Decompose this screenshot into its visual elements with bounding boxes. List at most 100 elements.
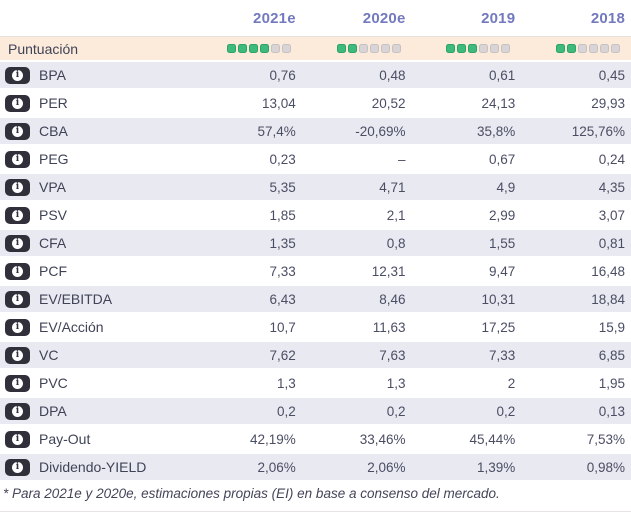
score-dot-filled bbox=[567, 44, 576, 53]
info-icon-glyph: i bbox=[12, 377, 23, 389]
info-icon[interactable]: i bbox=[5, 94, 30, 112]
cell-value: 0,8 bbox=[386, 235, 406, 251]
score-dot-filled bbox=[457, 44, 467, 53]
cell-value: 7,53% bbox=[586, 431, 625, 447]
info-icon[interactable]: i bbox=[5, 290, 30, 308]
cell-value: 45,44% bbox=[469, 431, 516, 447]
info-icon[interactable]: i bbox=[5, 150, 30, 168]
info-icon[interactable]: i bbox=[5, 262, 30, 280]
info-icon[interactable]: i bbox=[5, 402, 30, 420]
table-row: i Dividendo-YIELD 2,06% 2,06% 1,39% 0,98… bbox=[0, 454, 631, 480]
info-icon-glyph: i bbox=[12, 69, 23, 81]
table-row: i DPA 0,2 0,2 0,2 0,13 bbox=[0, 398, 631, 424]
score-dot-empty bbox=[578, 44, 587, 53]
metric-label-cell: i EV/EBITDA bbox=[0, 290, 186, 308]
column-header-2019: 2019 bbox=[481, 9, 516, 27]
cell-value: 3,07 bbox=[598, 207, 625, 223]
score-dots bbox=[406, 44, 516, 53]
row-label: CFA bbox=[39, 235, 67, 251]
cell-value: 1,35 bbox=[269, 235, 296, 251]
score-dot-empty bbox=[369, 44, 379, 53]
info-icon-glyph: i bbox=[12, 125, 23, 137]
cell-value: 8,46 bbox=[379, 291, 406, 307]
column-header-2021e: 2021e bbox=[253, 9, 296, 27]
score-dot-filled bbox=[468, 44, 478, 53]
cell-value: 5,35 bbox=[269, 179, 296, 195]
cell-value: 0,13 bbox=[598, 403, 625, 419]
row-label: BPA bbox=[39, 67, 66, 83]
score-dot-empty bbox=[380, 44, 390, 53]
metric-label-cell: i EV/Acción bbox=[0, 318, 186, 336]
info-icon-glyph: i bbox=[12, 181, 23, 193]
info-icon-glyph: i bbox=[12, 321, 23, 333]
score-dot-filled bbox=[248, 44, 258, 53]
info-icon[interactable]: i bbox=[5, 430, 30, 448]
cell-value: 1,3 bbox=[276, 375, 296, 391]
info-icon[interactable]: i bbox=[5, 234, 30, 252]
score-dot-filled bbox=[556, 44, 565, 53]
metric-label-cell: i BPA bbox=[0, 66, 186, 84]
score-dot-empty bbox=[281, 44, 291, 53]
cell-value: 18,84 bbox=[591, 291, 625, 307]
metric-label-cell: i PSV bbox=[0, 206, 186, 224]
cell-value: 1,39% bbox=[476, 459, 516, 475]
cell-value: 11,63 bbox=[372, 319, 406, 335]
score-dot-empty bbox=[391, 44, 401, 53]
cell-value: 1,55 bbox=[488, 235, 516, 251]
metric-label-cell: i DPA bbox=[0, 402, 186, 420]
cell-value: 1,3 bbox=[386, 375, 406, 391]
table-body: i BPA 0,76 0,48 0,61 0,45 i PER 13,04 20… bbox=[0, 62, 631, 480]
cell-value: 0,2 bbox=[276, 403, 296, 419]
metric-label-cell: i Pay-Out bbox=[0, 430, 186, 448]
info-icon-glyph: i bbox=[12, 209, 23, 221]
table-row: i BPA 0,76 0,48 0,61 0,45 bbox=[0, 62, 631, 88]
info-icon[interactable]: i bbox=[5, 122, 30, 140]
info-icon-glyph: i bbox=[12, 153, 23, 165]
cell-value: 0,98% bbox=[586, 459, 625, 475]
row-label: PER bbox=[39, 95, 68, 111]
table-row: i CFA 1,35 0,8 1,55 0,81 bbox=[0, 230, 631, 256]
info-icon-glyph: i bbox=[12, 461, 23, 473]
cell-value: 6,85 bbox=[598, 347, 625, 363]
cell-value: 2,1 bbox=[386, 207, 406, 223]
cell-value: 20,52 bbox=[371, 95, 406, 111]
cell-value: 1,95 bbox=[598, 375, 625, 391]
info-icon-glyph: i bbox=[12, 97, 23, 109]
cell-value: 42,19% bbox=[249, 431, 296, 447]
table-row: i VPA 5,35 4,71 4,9 4,35 bbox=[0, 174, 631, 200]
info-icon[interactable]: i bbox=[5, 206, 30, 224]
cell-value: 2 bbox=[507, 375, 516, 391]
info-icon[interactable]: i bbox=[5, 318, 30, 336]
row-label: CBA bbox=[39, 123, 68, 139]
row-label: PEG bbox=[39, 151, 69, 167]
info-icon[interactable]: i bbox=[5, 346, 30, 364]
table-header-row: 2021e 2020e 2019 2018 bbox=[0, 0, 631, 36]
info-icon[interactable]: i bbox=[5, 178, 30, 196]
table-row: i PEG 0,23 – 0,67 0,24 bbox=[0, 146, 631, 172]
metric-label-cell: i VC bbox=[0, 346, 186, 364]
info-icon[interactable]: i bbox=[5, 374, 30, 392]
score-dot-empty bbox=[589, 44, 598, 53]
row-label: VPA bbox=[39, 179, 66, 195]
cell-value: 7,33 bbox=[269, 263, 296, 279]
column-header-2018: 2018 bbox=[590, 9, 625, 27]
row-label: Pay-Out bbox=[39, 431, 91, 447]
cell-value: 2,06% bbox=[257, 459, 296, 475]
cell-value: 0,23 bbox=[269, 151, 296, 167]
cell-value: 0,67 bbox=[488, 151, 516, 167]
info-icon[interactable]: i bbox=[5, 66, 30, 84]
cell-value: 1,85 bbox=[269, 207, 296, 223]
score-dot-filled bbox=[226, 44, 236, 53]
cell-value: 35,8% bbox=[476, 123, 516, 139]
row-label: Dividendo-YIELD bbox=[39, 459, 147, 475]
metric-label-cell: i VPA bbox=[0, 178, 186, 196]
metric-label-cell: i CBA bbox=[0, 122, 186, 140]
cell-value: 10,31 bbox=[481, 291, 516, 307]
cell-value: 16,48 bbox=[591, 263, 625, 279]
score-dot-empty bbox=[611, 44, 620, 53]
cell-value: 0,48 bbox=[379, 67, 406, 83]
score-dots bbox=[296, 44, 406, 53]
score-dot-empty bbox=[479, 44, 489, 53]
info-icon[interactable]: i bbox=[5, 458, 30, 476]
